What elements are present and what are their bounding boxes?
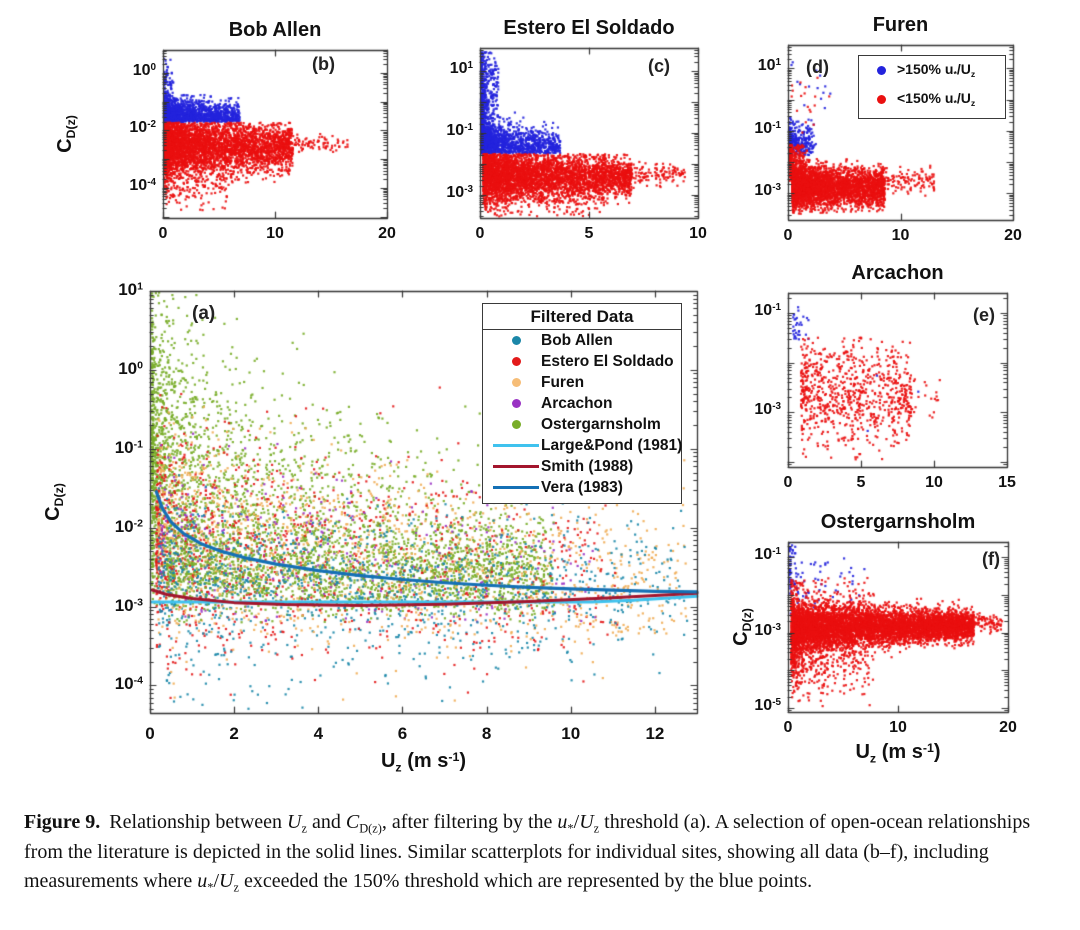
legend-line-marker xyxy=(491,444,541,447)
legend-item-label: Bob Allen xyxy=(541,331,613,349)
legend-item-label: <150% u*/Uz xyxy=(897,90,976,109)
legend-item-label: Furen xyxy=(541,373,585,391)
legend-dot-marker xyxy=(491,399,541,408)
legend-dot-marker xyxy=(865,95,897,104)
legend-item: Smith (1988) xyxy=(483,456,681,477)
legend-item: Vera (1983) xyxy=(483,477,681,498)
figure-caption: Figure 9. Relationship between Uz and CD… xyxy=(24,811,1031,895)
legend-item: <150% u*/Uz xyxy=(859,85,1005,114)
legend-item: >150% u*/Uz xyxy=(859,56,1005,85)
legend-item: Furen xyxy=(483,372,681,393)
legend-line-marker xyxy=(491,465,541,468)
legend-filtered-data: Filtered Data Bob Allen Estero El Soldado… xyxy=(482,303,682,504)
legend-header: Filtered Data xyxy=(483,304,681,330)
legend-item-label: Arcachon xyxy=(541,394,613,412)
legend-dot-marker xyxy=(865,66,897,75)
legend-item: Estero El Soldado xyxy=(483,351,681,372)
legend-item-label: Estero El Soldado xyxy=(541,352,674,370)
legend-dot-marker xyxy=(491,357,541,366)
legend-dot-marker xyxy=(491,420,541,429)
legend-item: Bob Allen xyxy=(483,330,681,351)
legend-item-label: Ostergarnsholm xyxy=(541,415,661,433)
legend-item: Large&Pond (1981) xyxy=(483,435,683,456)
legend-item-label: Vera (1983) xyxy=(541,478,623,496)
legend-item-label: Smith (1988) xyxy=(541,457,634,475)
legend-line-marker xyxy=(491,486,541,489)
legend-item: Arcachon xyxy=(483,393,681,414)
legend-item: Ostergarnsholm xyxy=(483,414,681,435)
legend-item-label: >150% u*/Uz xyxy=(897,61,976,80)
legend-threshold: >150% u*/Uz <150% u*/Uz xyxy=(858,55,1006,119)
legend-item-label: Large&Pond (1981) xyxy=(541,436,683,454)
legend-dot-marker xyxy=(491,378,541,387)
legend-dot-marker xyxy=(491,336,541,345)
